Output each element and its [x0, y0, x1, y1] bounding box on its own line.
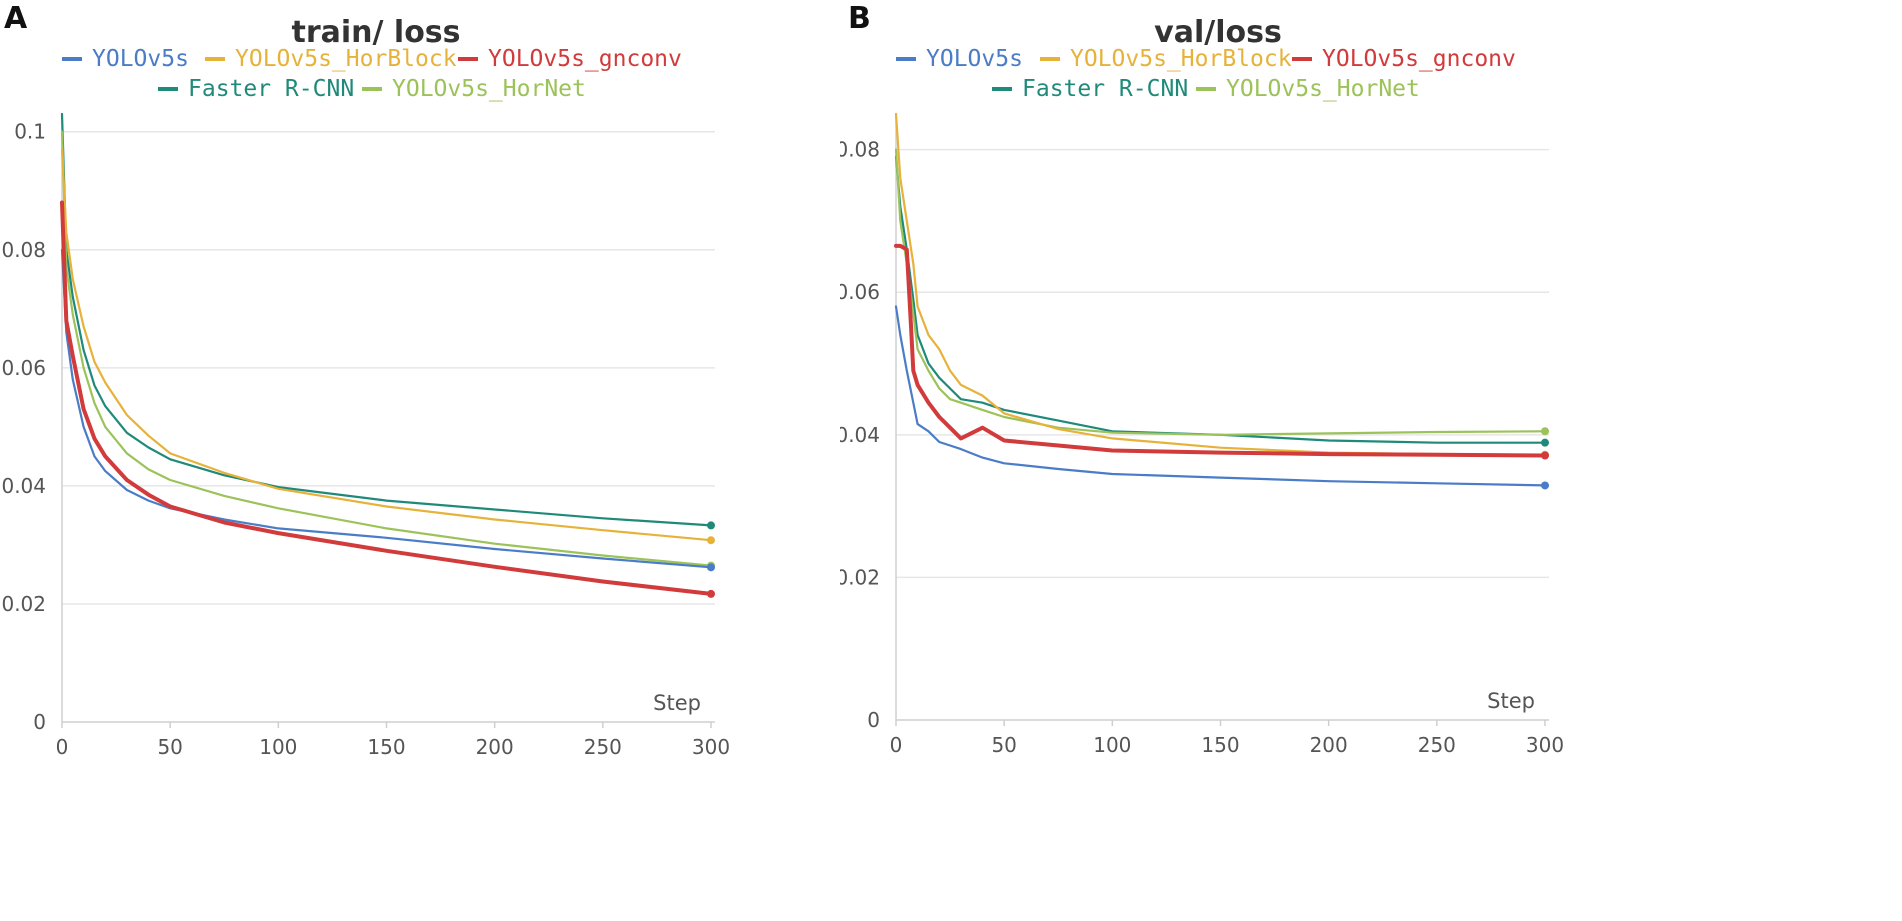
y-tick-label: 0.02: [840, 565, 880, 589]
chart-title: val/loss: [1154, 15, 1282, 50]
series-line-yolov5s: [894, 305, 1547, 487]
y-tick-label: 0.08: [840, 138, 880, 162]
legend-label-yolov5s: YOLOv5s: [92, 46, 189, 72]
legend-label-yolov5s-gnconv: YOLOv5s_gnconv: [1322, 46, 1516, 72]
x-tick-label: 150: [1201, 733, 1239, 757]
x-axis-label: Step: [653, 691, 701, 715]
y-tick-label: 0: [33, 710, 46, 734]
series-end-point-yolov5s: [707, 563, 715, 572]
legend-label-faster-r-cnn: Faster R-CNN: [188, 76, 354, 102]
series-line-faster-r-cnn: [60, 112, 713, 527]
x-tick-label: 300: [692, 735, 730, 759]
series-line-yolov5s-hornet: [60, 130, 713, 567]
y-tick-label: 0.08: [1, 238, 46, 262]
series-line-yolov5s-gnconv: [60, 200, 713, 596]
legend-label-yolov5s-hornet: YOLOv5s_HorNet: [1226, 76, 1420, 102]
series-line-yolov5s-gnconv: [894, 243, 1547, 458]
legend-label-yolov5s-hornet: YOLOv5s_HorNet: [392, 76, 586, 102]
legend-label-yolov5s-horblock: YOLOv5s_HorBlock: [1070, 46, 1292, 72]
legend-label-yolov5s: YOLOv5s: [926, 46, 1023, 72]
y-tick-label: 0.1: [14, 120, 46, 144]
series-end-point-yolov5s-horblock: [707, 536, 715, 545]
legend-label-yolov5s-horblock: YOLOv5s_HorBlock: [235, 46, 457, 72]
y-tick-label: 0.02: [1, 592, 46, 616]
x-tick-label: 250: [1418, 733, 1456, 757]
legend-label-yolov5s-gnconv: YOLOv5s_gnconv: [488, 46, 682, 72]
x-tick-label: 0: [890, 733, 903, 757]
x-tick-label: 100: [1093, 733, 1131, 757]
x-axis-label: Step: [1487, 689, 1535, 713]
series-end-point-faster-r-cnn: [707, 521, 715, 530]
x-tick-label: 250: [584, 735, 622, 759]
series-line-yolov5s-horblock: [60, 148, 713, 542]
series-end-point-yolov5s-gnconv: [707, 589, 715, 598]
series-line-yolov5s-horblock: [894, 112, 1547, 456]
series-line-faster-r-cnn: [894, 155, 1547, 444]
x-tick-label: 150: [367, 735, 405, 759]
chart-title: train/ loss: [291, 15, 460, 50]
x-tick-label: 100: [259, 735, 297, 759]
panel-letter: A: [4, 1, 28, 36]
x-tick-label: 200: [1310, 733, 1348, 757]
x-tick-label: 300: [1526, 733, 1564, 757]
y-tick-label: 0.06: [840, 280, 880, 304]
series-end-point-yolov5s-gnconv: [1541, 451, 1549, 460]
y-tick-label: 0.06: [1, 356, 46, 380]
legend-label-faster-r-cnn: Faster R-CNN: [1022, 76, 1188, 102]
x-tick-label: 0: [56, 735, 69, 759]
y-tick-label: 0: [867, 708, 880, 732]
series-end-point-yolov5s: [1541, 481, 1549, 490]
series-end-point-faster-r-cnn: [1541, 438, 1549, 447]
x-tick-label: 50: [991, 733, 1016, 757]
x-tick-label: 50: [157, 735, 182, 759]
x-tick-label: 200: [476, 735, 514, 759]
y-tick-label: 0.04: [840, 423, 880, 447]
y-tick-label: 0.04: [1, 474, 46, 498]
series-end-point-yolov5s-hornet: [1541, 427, 1549, 436]
panel-letter: B: [848, 1, 871, 36]
series-line-yolov5s: [60, 248, 713, 569]
